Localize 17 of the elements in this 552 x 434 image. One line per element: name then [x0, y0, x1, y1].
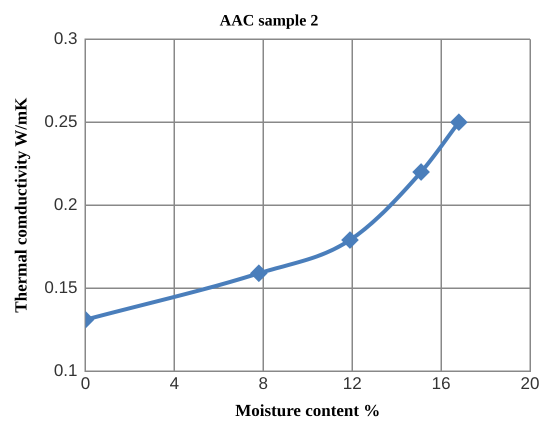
point [450, 114, 467, 130]
x-tick-label: 12 [342, 374, 362, 394]
y-tick-label: 0.25 [44, 112, 78, 131]
x-axis-title: Moisture content % [235, 401, 380, 420]
y-tick-label: 0.2 [54, 194, 78, 214]
point [342, 232, 358, 248]
chart-title: AAC sample 2 [220, 12, 318, 30]
x-tick-label: 20 [520, 374, 540, 394]
y-tick-label: 0.15 [44, 278, 78, 297]
y-axis-title: Thermal comductivity W/mK [12, 96, 31, 313]
x-tick-label: 16 [432, 374, 451, 394]
x-tick-label: 0 [80, 374, 90, 394]
y-tick-label: 0.3 [54, 28, 78, 48]
point [413, 164, 430, 180]
x-tick-label: 8 [258, 374, 268, 394]
y-tick-label: 0.1 [54, 360, 78, 380]
x-tick-label: 4 [170, 374, 180, 394]
